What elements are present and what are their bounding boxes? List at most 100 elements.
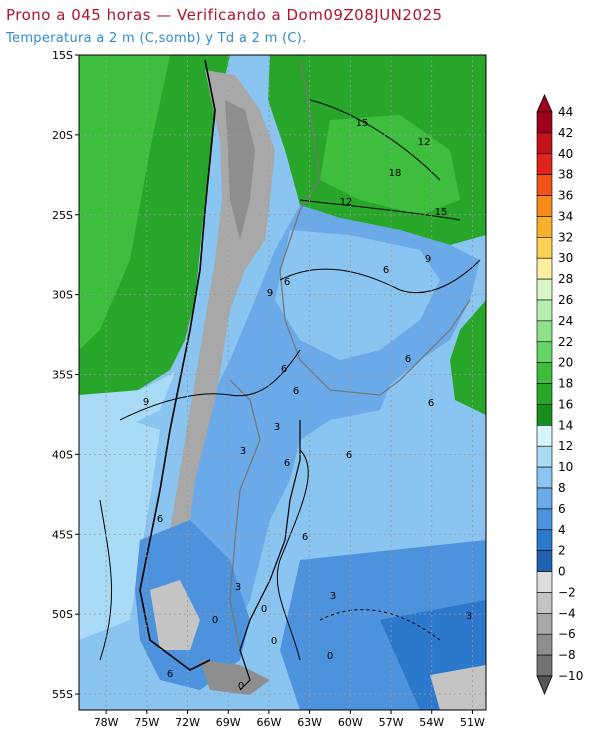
lon-tick-label: 60W — [338, 716, 363, 729]
contour-label: 18 — [389, 168, 402, 179]
contour-label: 6 — [383, 265, 389, 276]
contour-label: 0 — [212, 615, 218, 626]
contour-label: 6 — [346, 450, 352, 461]
colorbar-segment — [536, 425, 553, 447]
td-contour-0 — [319, 609, 441, 641]
colorbar-segment — [536, 257, 553, 280]
map-field — [79, 55, 486, 710]
graticule — [79, 55, 486, 710]
map-subtitle: Temperatura a 2 m (C,somb) y Td a 2 m (C… — [6, 31, 307, 46]
lon-tick-label: 51W — [460, 716, 485, 729]
colorbar-segment — [536, 132, 553, 155]
tropical-core-field — [320, 115, 460, 215]
contour-label: 0 — [271, 636, 277, 647]
colorbar-bottom-arrow — [536, 675, 553, 696]
plot-frame — [78, 54, 487, 711]
colorbar-label: 28 — [558, 272, 573, 286]
map-title: Prono a 045 horas — Verificando a Dom09Z… — [6, 6, 443, 24]
political-borders — [279, 59, 471, 396]
td-contour-3 — [276, 449, 309, 661]
contour-label: 6 — [284, 277, 290, 288]
colorbar-segment — [536, 445, 553, 468]
contour-label: 6 — [281, 364, 287, 375]
colorbar-label: 4 — [558, 523, 566, 537]
colorbar-segment — [536, 153, 553, 175]
colorbar-segment — [536, 571, 553, 593]
argentina-chile-border — [229, 379, 261, 651]
colorbar-segment — [536, 237, 553, 259]
colorbar-label: 22 — [558, 335, 573, 349]
colorbar-segment — [536, 592, 553, 614]
lon-tick-label: 75W — [134, 716, 159, 729]
contour-label: 3 — [466, 611, 472, 622]
colorbar-segment — [536, 383, 553, 405]
lat-tick-label: 25S — [52, 209, 73, 222]
axis-ticks: 78W 75W 72W 69W 66W 63W 60W 57W 54W 51W 15S 20S 25S 3… — [52, 49, 485, 729]
colorbar-top-arrow — [536, 94, 553, 113]
colorbar-segment — [536, 466, 553, 489]
contour-label: 3 — [330, 591, 336, 602]
td-contour-west — [99, 499, 112, 661]
contour-label: 9 — [143, 397, 149, 408]
lat-tick-label: 20S — [52, 129, 73, 142]
colorbar-label: 12 — [558, 439, 573, 453]
contour-label: 0 — [261, 604, 267, 615]
td-contour-6 — [279, 259, 481, 294]
patagonia-ice-field — [150, 580, 200, 650]
colorbar-segment — [536, 195, 553, 217]
colorbar: 4442403836343230282624222018161412108642… — [536, 94, 583, 696]
contour-label: 3 — [235, 582, 241, 593]
contour-label: 3 — [274, 422, 280, 433]
colorbar-label: 14 — [558, 418, 573, 432]
lat-tick-label: 50S — [52, 608, 73, 621]
colorbar-segment — [536, 174, 553, 196]
contour-label: 3 — [240, 446, 246, 457]
contour-label: 12 — [418, 137, 431, 148]
continent-mild-field — [275, 230, 440, 360]
lon-tick-label: 57W — [379, 716, 404, 729]
colorbar-label: −4 — [558, 606, 576, 620]
colorbar-segment — [536, 529, 553, 551]
contour-label: 6 — [428, 398, 434, 409]
colorbar-segment — [536, 111, 553, 134]
colorbar-label: 16 — [558, 397, 573, 411]
colorbar-label: 6 — [558, 502, 566, 516]
lon-tick-label: 63W — [297, 716, 322, 729]
contour-label: 15 — [356, 118, 369, 129]
contour-label: 6 — [293, 386, 299, 397]
colorbar-segment — [536, 404, 553, 426]
colorbar-label: 44 — [558, 105, 573, 119]
colorbar-label: 20 — [558, 356, 573, 370]
pacific-warmer-field — [79, 55, 170, 350]
colorbar-segment — [536, 654, 553, 677]
contour-label: 9 — [267, 288, 273, 299]
colorbar-label: 18 — [558, 377, 573, 391]
lat-tick-label: 35S — [52, 369, 73, 382]
colorbar-label: 8 — [558, 481, 566, 495]
lon-tick-label: 69W — [216, 716, 241, 729]
contour-label: 15 — [435, 207, 448, 218]
colorbar-segment — [536, 550, 553, 572]
contour-label: 12 — [340, 197, 353, 208]
td-contour-15 — [309, 99, 441, 181]
contour-label: 6 — [302, 532, 308, 543]
lat-tick-label: 15S — [52, 49, 73, 62]
td-contour-9 — [119, 349, 301, 421]
lon-tick-label: 72W — [175, 716, 200, 729]
colorbar-label: 34 — [558, 209, 573, 223]
colorbar-label: 24 — [558, 314, 573, 328]
lat-tick-label: 40S — [52, 448, 73, 461]
contour-label: 0 — [238, 681, 244, 692]
atlantic-warm-field — [450, 300, 486, 415]
andes-core-field — [225, 100, 255, 240]
colorbar-label: −2 — [558, 585, 576, 599]
colorbar-segment — [536, 508, 553, 531]
contour-label: 6 — [405, 354, 411, 365]
colorbar-label: 26 — [558, 293, 573, 307]
south-atlantic-ice-field — [430, 665, 486, 710]
lat-tick-label: 55S — [52, 688, 73, 701]
colorbar-segment — [536, 362, 553, 384]
colorbar-segment — [536, 299, 553, 322]
lon-tick-label: 54W — [419, 716, 444, 729]
